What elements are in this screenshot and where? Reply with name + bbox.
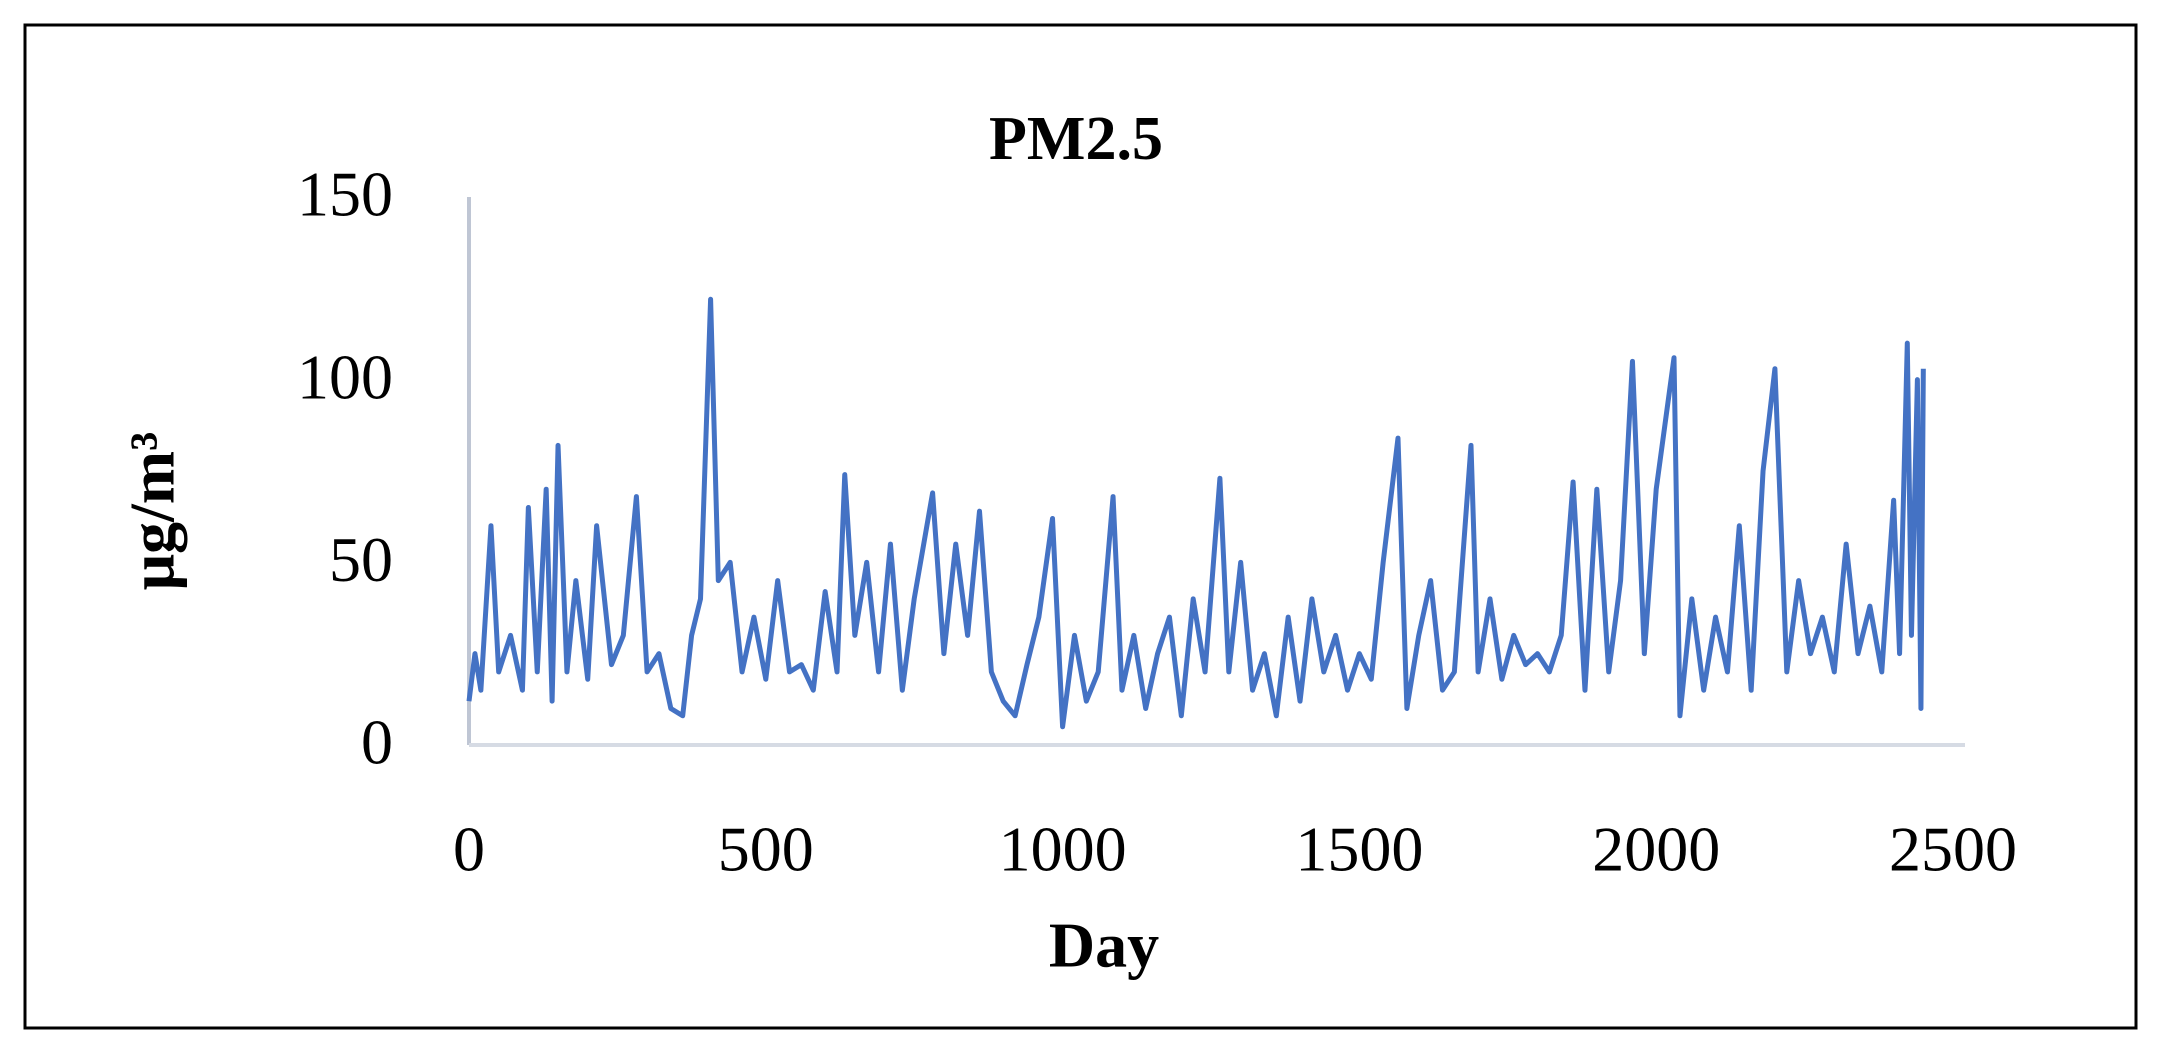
y-axis-label: μg/m³: [117, 432, 188, 591]
chart-title: PM2.5: [989, 105, 1163, 173]
y-tick-label: 0: [361, 707, 393, 778]
frame: [23, 23, 2138, 1030]
y-tick-label: 150: [297, 159, 393, 230]
x-tick-label: 2000: [1592, 814, 1720, 885]
y-tick-label: 100: [297, 341, 393, 412]
data-line: [466, 296, 1926, 730]
x-axis-label: Day: [1049, 910, 1159, 981]
x-tick-label: 0: [453, 814, 485, 885]
x-tick-label: 2500: [1889, 814, 2017, 885]
x-tick-label: 1500: [1295, 814, 1423, 885]
x-tick-label: 500: [718, 814, 814, 885]
x-tick-label: 1000: [999, 814, 1127, 885]
y-tick-label: 50: [329, 524, 393, 595]
